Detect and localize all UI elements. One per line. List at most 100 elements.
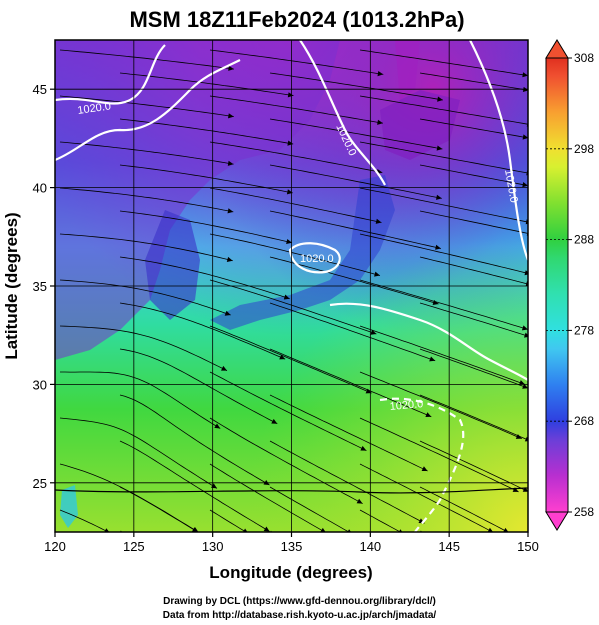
streamline-arrow: [374, 271, 380, 277]
streamline: [419, 486, 505, 531]
contour-label: 1020.0: [300, 253, 334, 265]
streamline: [269, 302, 436, 362]
streamline-arrow: [522, 383, 528, 389]
footer-credit-drawing: Drawing by DCL (https://www.gfd-dennou.o…: [163, 596, 436, 607]
streamline: [359, 417, 519, 493]
streamline: [269, 440, 425, 524]
streamline: [59, 279, 231, 316]
contour-line: [299, 40, 386, 186]
footer-credit-data: Data from http://database.rish.kyoto-u.a…: [162, 610, 437, 621]
streamline-arrow: [104, 528, 110, 532]
streamline-arrow: [224, 310, 231, 316]
streamline-arrow: [421, 466, 428, 471]
streamline: [209, 417, 363, 504]
streamline-arrow: [242, 528, 248, 532]
streamline: [359, 279, 528, 330]
x-tick-label: 125: [123, 539, 145, 554]
wind-streamlines: [59, 49, 528, 532]
streamline: [359, 233, 526, 274]
y-tick-label: 35: [33, 279, 47, 294]
contour-line: [379, 397, 465, 532]
streamline-arrow: [429, 356, 436, 362]
y-axis-title: Latitude (degrees): [2, 212, 21, 359]
streamline: [59, 233, 233, 262]
contour-line: [55, 59, 241, 162]
y-tick-label: 25: [33, 476, 47, 491]
streamline: [419, 348, 524, 387]
streamline-arrow: [286, 239, 292, 244]
x-tick-label: 140: [359, 539, 381, 554]
streamline-arrow: [515, 434, 522, 439]
streamline-arrow: [522, 72, 528, 78]
streamline: [119, 348, 278, 425]
streamline: [359, 463, 490, 531]
colorbar: 258 268 278 288 298 308: [545, 39, 594, 531]
streamline: [269, 164, 442, 199]
streamline: [119, 440, 270, 532]
streamline: [119, 394, 270, 486]
grid-lines: [55, 40, 528, 532]
streamline-arrow: [519, 380, 525, 385]
streamline: [359, 325, 526, 385]
colorbar-tick-label: 308: [574, 51, 594, 65]
streamline-arrow: [521, 325, 528, 331]
streamline: [269, 118, 443, 150]
streamline: [359, 95, 528, 125]
streamline-arrow: [375, 218, 382, 224]
streamline: [359, 49, 524, 76]
streamline-arrow: [425, 412, 432, 417]
streamline-arrow: [377, 71, 384, 77]
streamline: [359, 187, 527, 223]
streamline: [269, 348, 432, 418]
contour-label: 1020.0: [77, 100, 112, 117]
streamline: [419, 394, 527, 440]
streamline: [419, 302, 526, 336]
streamline-arrow: [228, 65, 234, 71]
streamline-arrow: [227, 208, 234, 214]
streamline-arrow: [524, 436, 528, 442]
contour-line: [329, 302, 528, 381]
plot-area: 1020.0 1020.0 1020.0 1020.0 1020.0: [55, 40, 528, 532]
streamline: [59, 509, 106, 532]
streamline: [209, 509, 245, 532]
streamline-arrow: [377, 119, 383, 125]
colorbar-tick-label: 288: [574, 233, 594, 247]
streamline-arrow: [522, 182, 528, 188]
streamline: [59, 49, 234, 70]
streamline-arrow: [435, 244, 441, 250]
streamline: [119, 210, 293, 244]
streamline: [419, 72, 524, 90]
streamline-arrow: [522, 487, 528, 492]
streamline: [59, 187, 234, 213]
colorbar-tick-label: 298: [574, 142, 594, 156]
streamline: [59, 417, 218, 489]
streamline: [209, 371, 367, 451]
streamline-arrow: [221, 365, 227, 371]
streamline-arrow: [227, 160, 234, 166]
streamline-arrow: [214, 423, 221, 429]
y-tick-label: 40: [33, 181, 47, 196]
streamline: [359, 141, 528, 174]
y-tick-label: 30: [33, 377, 47, 392]
streamline: [269, 210, 441, 249]
streamline-arrow: [370, 329, 377, 335]
streamline: [269, 394, 428, 472]
colorbar-scale: [545, 57, 569, 513]
streamline-arrow: [279, 354, 286, 360]
colorbar-tick-label: 268: [574, 414, 594, 428]
contour-line: [288, 242, 341, 274]
streamline-arrow: [228, 113, 234, 119]
streamline-arrow: [526, 170, 528, 176]
streamline-arrow: [436, 145, 443, 151]
streamline-arrow: [512, 487, 519, 492]
colorbar-ticks: 258 268 278 288 298 308: [546, 51, 594, 519]
streamline: [209, 49, 384, 75]
streamline-arrow: [287, 92, 294, 98]
contour-label: 1020.0: [502, 168, 520, 203]
streamline: [59, 141, 234, 165]
colorbar-tick-label: 278: [574, 323, 594, 337]
streamline-arrow: [503, 527, 509, 532]
chart-title: MSM 18Z11Feb2024 (1013.2hPa): [129, 7, 464, 32]
contour-line: [55, 44, 166, 105]
taiwan-island: [60, 485, 78, 528]
